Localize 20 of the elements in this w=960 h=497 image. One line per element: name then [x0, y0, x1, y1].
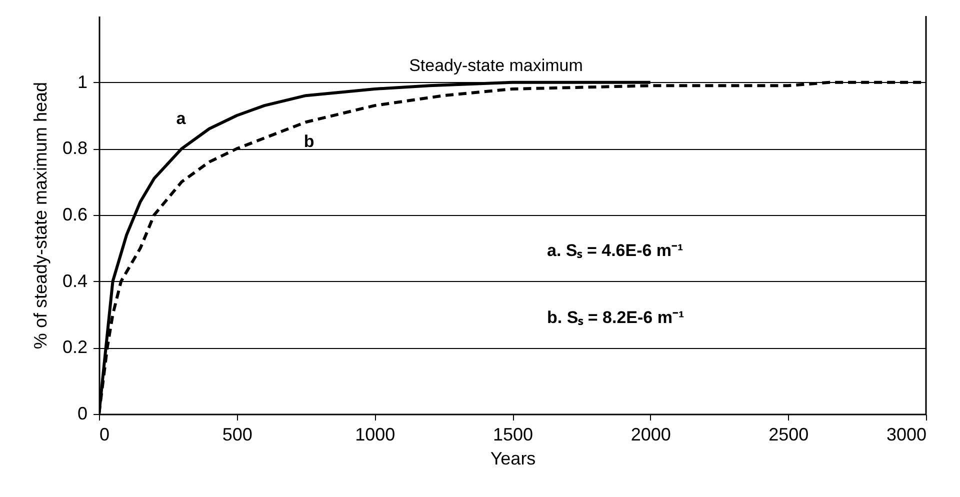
y-axis-title: % of steady-state maximum head: [30, 82, 50, 350]
x-tick-label: 1000: [355, 424, 396, 444]
x-tick-label: 1500: [492, 424, 534, 444]
annotation: a: [176, 109, 186, 128]
annotation: Steady-state maximum: [409, 56, 583, 75]
y-tick-label: 1: [77, 72, 88, 92]
annotation: b: [304, 132, 314, 151]
x-tick-label: 500: [222, 424, 252, 444]
y-tick-label: 0.6: [62, 204, 88, 224]
y-tick-label: 0.4: [62, 270, 88, 291]
annotation: a. Sₛ = 4.6E-6 m⁻¹: [547, 241, 684, 260]
annotation: b. Sₛ = 8.2E-6 m⁻¹: [547, 308, 684, 327]
y-tick-label: 0.2: [62, 337, 88, 358]
x-tick-label: 2500: [768, 424, 809, 444]
y-tick-label: 0.8: [62, 138, 88, 158]
y-tick-label: 0: [77, 404, 88, 424]
x-tick-label: 2000: [630, 424, 671, 444]
x-tick-label: 0: [100, 424, 110, 444]
x-tick-label: 3000: [886, 424, 926, 444]
x-axis-title: Years: [490, 448, 536, 468]
